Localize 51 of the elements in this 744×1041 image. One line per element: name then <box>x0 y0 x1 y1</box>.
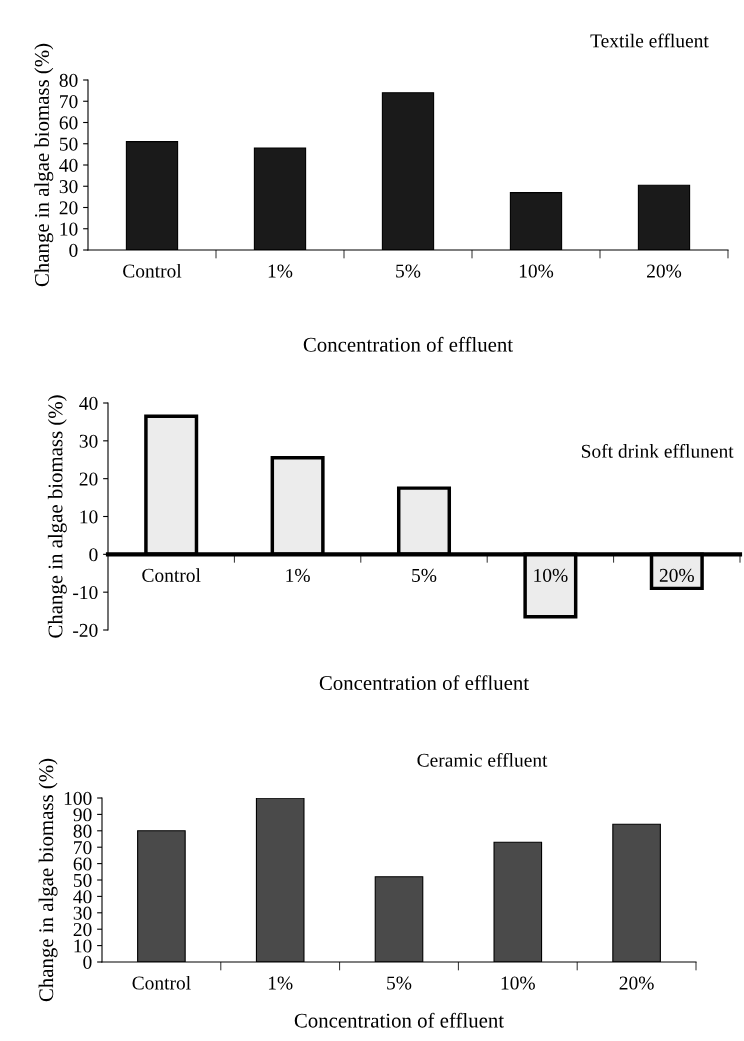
y-tick-label: 0 <box>83 955 92 969</box>
x-tick-label: Control <box>132 975 191 990</box>
y-tick-label: 10 <box>80 510 98 524</box>
y-tick-label: 80 <box>73 824 92 838</box>
y-tick-label: -10 <box>73 585 98 600</box>
x-tick-label: 10% <box>534 568 568 582</box>
y-tick-label: 50 <box>73 873 92 887</box>
x-tick-label: 10% <box>501 976 535 990</box>
y-axis-title: Change in algae biomass (%) <box>47 395 67 638</box>
y-tick-label: 100 <box>64 791 92 805</box>
x-tick-label: 20% <box>659 568 694 582</box>
y-tick-label: 30 <box>79 434 98 448</box>
y-tick-label: 40 <box>59 158 78 172</box>
y-tick-label: 60 <box>59 116 78 130</box>
y-tick-label: 0 <box>69 243 78 257</box>
x-tick-label: 5% <box>387 976 412 990</box>
y-tick-label: 90 <box>73 808 92 822</box>
y-axis-title: Change in algae biomass (%) <box>34 43 54 287</box>
chart-title: Textile effluent <box>590 33 709 48</box>
y-tick-label: 20 <box>79 472 98 486</box>
y-tick-label: 50 <box>59 137 78 151</box>
y-tick-label: -20 <box>73 623 98 637</box>
y-tick-label: 70 <box>74 841 92 855</box>
y-tick-label: 20 <box>73 923 92 937</box>
y-tick-label: 20 <box>59 201 78 215</box>
y-tick-label: 60 <box>73 857 92 871</box>
y-axis-title: Change in algae biomass (%) <box>38 758 58 1002</box>
x-tick-label: Control <box>142 568 201 582</box>
y-tick-label: 30 <box>73 906 92 920</box>
y-tick-label: 40 <box>73 890 92 904</box>
x-tick-label: 1% <box>268 264 293 278</box>
x-tick-label: 1% <box>268 976 293 990</box>
x-axis-title: Concentration of effluent <box>319 675 529 691</box>
chart-title: Ceramic effluent <box>417 752 548 767</box>
x-tick-label: 20% <box>619 976 654 990</box>
x-tick-label: 10% <box>519 264 554 278</box>
x-tick-label: 5% <box>396 264 421 278</box>
y-tick-label: 0 <box>89 548 98 562</box>
y-tick-label: 10 <box>74 939 92 953</box>
x-tick-label: 5% <box>412 568 437 582</box>
y-tick-label: 30 <box>59 180 78 194</box>
y-tick-label: 40 <box>79 396 98 410</box>
y-tick-label: 80 <box>59 73 78 87</box>
x-tick-label: Control <box>123 263 182 278</box>
x-axis-title: Concentration of effluent <box>303 336 513 352</box>
y-tick-label: 70 <box>60 95 78 109</box>
x-axis-title: Concentration of effluent <box>294 1012 504 1028</box>
x-tick-label: 20% <box>647 264 682 278</box>
y-tick-label: 10 <box>60 222 78 236</box>
x-tick-label: 1% <box>286 568 310 582</box>
text: Soft drink efflunent <box>581 443 734 458</box>
